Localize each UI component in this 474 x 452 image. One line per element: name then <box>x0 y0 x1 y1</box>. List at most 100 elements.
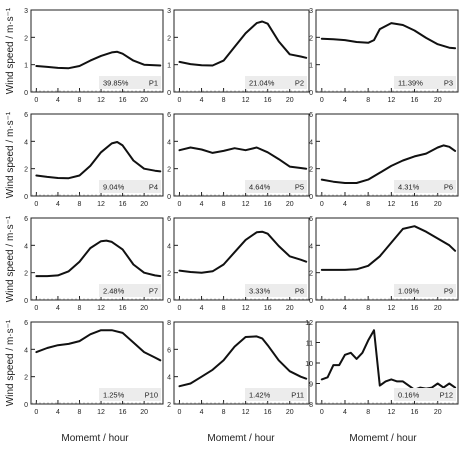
x-tick-label-p7: 0 <box>34 305 38 312</box>
x-tick-label-p1: 20 <box>140 97 148 104</box>
share-label-p1: 39.85% <box>103 79 129 88</box>
y-tick-label-p10: 2 <box>24 375 28 382</box>
panel-p6: 0 2 4 6 0 4 8 12 16 20 4.31% P6 <box>309 112 459 208</box>
series-line-p5 <box>178 146 308 170</box>
y-tick-label-p8: 6 <box>167 216 171 223</box>
x-tick-label-p12: 0 <box>320 409 324 416</box>
series-line-p8 <box>178 230 308 274</box>
panel-p7: 0 2 4 6 0 4 8 12 16 20 2.48% P7 <box>24 216 164 312</box>
x-tick-label-p4: 0 <box>34 201 38 208</box>
panel-p10: 0 2 4 6 0 4 8 12 16 20 1.25% P10 <box>24 320 164 416</box>
y-tick-label-p4: 6 <box>24 112 28 119</box>
x-tick-label-p10: 16 <box>119 409 127 416</box>
x-tick-label-p2: 8 <box>222 97 226 104</box>
panel-id-label-p10: P10 <box>145 391 158 400</box>
panel-frame-p2 <box>173 9 310 93</box>
y-tick-label-p6: 0 <box>309 194 313 201</box>
x-tick-label-p7: 12 <box>97 305 105 312</box>
annotation-box-p6 <box>394 180 456 193</box>
x-tick-label-p7: 20 <box>140 305 148 312</box>
panel-id-label-p2: P2 <box>295 79 304 88</box>
series-line-p3 <box>320 22 457 50</box>
panel-p12: 8 9 10 11 12 0 4 8 12 16 20 0.16% P12 <box>305 320 459 416</box>
share-label-p9: 1.09% <box>398 287 420 296</box>
x-tick-label-p5: 12 <box>242 201 250 208</box>
x-tick-label-p11: 8 <box>222 409 226 416</box>
panel-frame-p3 <box>315 9 459 93</box>
y-tick-label-p4: 0 <box>24 194 28 201</box>
panel-id-label-p9: P9 <box>444 287 453 296</box>
series-line-p11 <box>178 335 308 388</box>
x-tick-label-p3: 4 <box>343 97 347 104</box>
panel-frame-p5 <box>173 113 310 197</box>
panel-id-label-p12: P12 <box>440 391 453 400</box>
series-line-p9 <box>320 225 457 271</box>
y-tick-label-p1: 3 <box>24 8 28 15</box>
panel-frame-p10 <box>30 321 164 405</box>
x-tick-label-p8: 20 <box>286 305 294 312</box>
panel-frame-p9 <box>315 217 459 301</box>
panel-frame-p8 <box>173 217 310 301</box>
x-tick-label-p5: 16 <box>264 201 272 208</box>
x-tick-label-p2: 12 <box>242 97 250 104</box>
annotation-box-p3 <box>394 76 456 89</box>
x-tick-label-p4: 20 <box>140 201 148 208</box>
x-tick-label-p8: 12 <box>242 305 250 312</box>
y-tick-label-p5: 2 <box>167 167 171 174</box>
x-tick-label-p3: 8 <box>366 97 370 104</box>
y-tick-label-p4: 2 <box>24 167 28 174</box>
series-line-p12 <box>320 329 457 391</box>
x-tick-label-p10: 8 <box>78 409 82 416</box>
x-tick-label-p9: 8 <box>366 305 370 312</box>
y-tick-label-p3: 2 <box>309 35 313 42</box>
series-line-p6 <box>320 144 457 184</box>
x-tick-label-p4: 8 <box>78 201 82 208</box>
series-line-p1 <box>35 50 162 70</box>
x-tick-label-p11: 12 <box>242 409 250 416</box>
panel-frame-p7 <box>30 217 164 301</box>
x-tick-label-p12: 8 <box>366 409 370 416</box>
x-tick-label-p12: 4 <box>343 409 347 416</box>
panel-id-label-p5: P5 <box>295 183 304 192</box>
x-tick-label-p8: 0 <box>178 305 182 312</box>
y-tick-label-p12: 11 <box>306 341 313 348</box>
y-tick-label-p8: 2 <box>167 271 171 278</box>
x-tick-label-p11: 20 <box>286 409 294 416</box>
share-label-p6: 4.31% <box>398 183 420 192</box>
x-tick-label-p1: 0 <box>34 97 38 104</box>
y-tick-label-p11: 6 <box>167 347 171 354</box>
y-tick-label-p2: 0 <box>167 90 171 97</box>
y-tick-label-p9: 2 <box>309 271 313 278</box>
x-tick-label-p2: 4 <box>200 97 204 104</box>
y-tick-label-p6: 2 <box>309 167 313 174</box>
y-tick-label-p12: 8 <box>309 402 313 409</box>
annotation-box-p1 <box>99 76 161 89</box>
panel-id-label-p4: P4 <box>149 183 158 192</box>
x-tick-label-p3: 0 <box>320 97 324 104</box>
x-tick-label-p11: 0 <box>178 409 182 416</box>
share-label-p4: 9.04% <box>103 183 125 192</box>
annotation-box-p12 <box>394 388 456 401</box>
y-tick-label-p1: 1 <box>24 63 28 70</box>
y-axis-label-row2: Wind speed / m·s⁻¹ <box>5 111 16 198</box>
x-axis-label-col3: Momemt / hour <box>349 433 417 444</box>
x-tick-label-p12: 12 <box>387 409 395 416</box>
y-tick-label-p5: 0 <box>167 194 171 201</box>
y-axis-labels: Wind speed / m·s⁻¹ Wind speed / m·s⁻¹ Wi… <box>5 7 16 406</box>
y-tick-label-p5: 4 <box>167 139 171 146</box>
y-tick-label-p2: 1 <box>167 63 171 70</box>
y-tick-label-p11: 2 <box>167 402 171 409</box>
share-label-p10: 1.25% <box>103 391 125 400</box>
y-tick-label-p1: 2 <box>24 35 28 42</box>
share-label-p11: 1.42% <box>249 391 271 400</box>
panel-frame-p1 <box>30 9 164 93</box>
x-tick-label-p11: 4 <box>200 409 204 416</box>
x-tick-label-p5: 20 <box>286 201 294 208</box>
y-tick-label-p10: 6 <box>24 320 28 327</box>
x-tick-label-p1: 16 <box>119 97 127 104</box>
panel-frame-p6 <box>315 113 459 197</box>
